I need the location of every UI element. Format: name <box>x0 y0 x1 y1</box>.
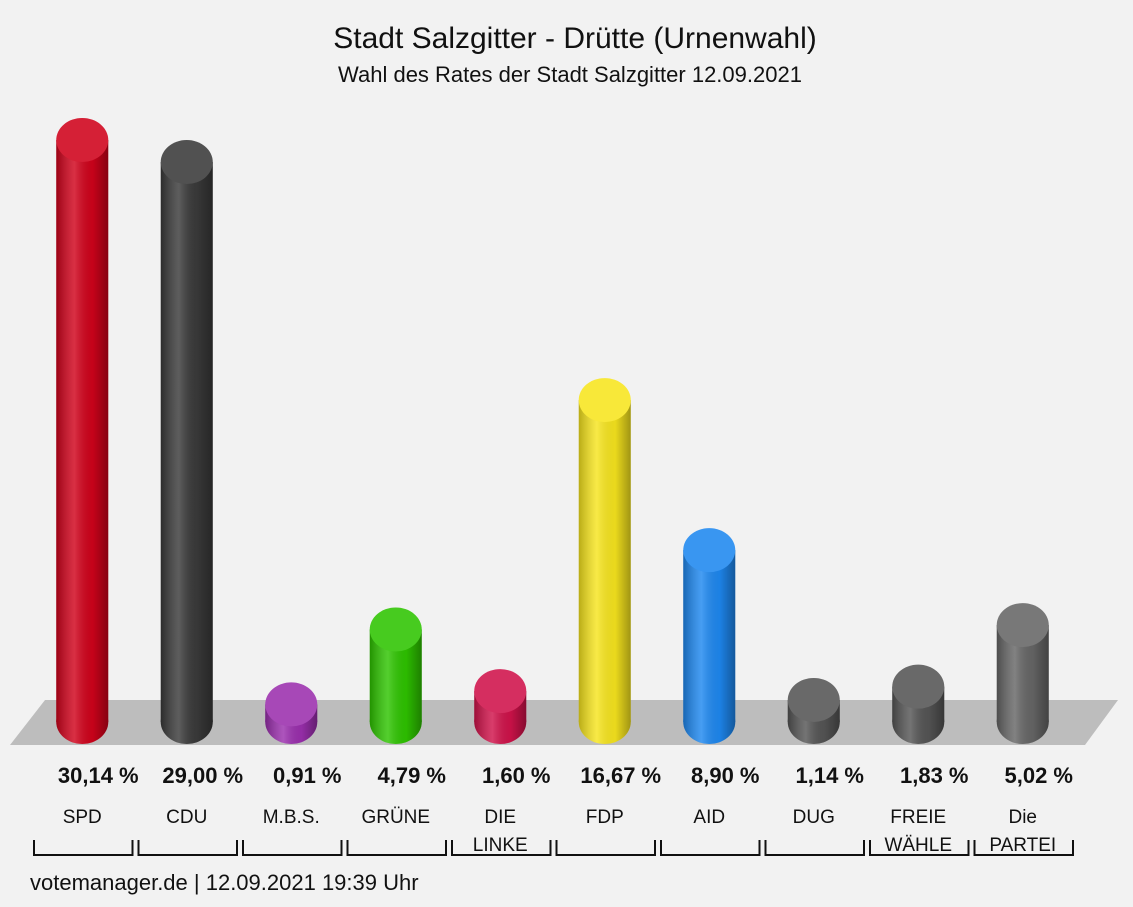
bar-top-shade <box>578 378 631 423</box>
bar <box>578 378 631 744</box>
bar-body-shade <box>683 550 736 722</box>
bar <box>56 118 109 744</box>
bar <box>996 603 1049 744</box>
bar-top <box>578 378 631 423</box>
category-bracket <box>869 840 970 856</box>
chart-subtitle: Wahl des Rates der Stadt Salzgitter 12.0… <box>338 62 802 87</box>
category-bracket <box>242 840 343 856</box>
category-bracket <box>660 840 761 856</box>
bar-top-shade <box>56 118 109 162</box>
x-tick-label: GRÜNE <box>361 807 430 828</box>
bar-top <box>996 603 1049 648</box>
footer: votemanager.de | 12.09.2021 19:39 Uhr <box>30 870 419 895</box>
x-tick-label: AID <box>693 807 725 828</box>
value-label: 0,91 % <box>273 763 342 788</box>
bar-top <box>160 140 213 185</box>
bar-body-shade <box>160 162 213 722</box>
x-tick-label: FDP <box>586 807 624 828</box>
chart-title: Stadt Salzgitter - Drütte (Urnenwahl) <box>333 22 817 55</box>
value-label: 30,14 % <box>58 763 139 788</box>
x-tick-label: M.B.S. <box>263 807 320 828</box>
category-bracket <box>33 840 134 856</box>
bar-top <box>369 607 422 652</box>
value-label: 16,67 % <box>580 763 661 788</box>
bar-top-shade <box>474 669 527 714</box>
bar-top-shade <box>892 664 945 709</box>
x-tick-label: SPD <box>63 807 102 828</box>
bar <box>265 682 318 744</box>
category-bracket <box>451 840 552 856</box>
bar-top-shade <box>369 607 422 652</box>
bar-top-shade <box>996 603 1049 648</box>
bar-top-shade <box>683 528 736 573</box>
bar-top <box>683 528 736 573</box>
category-bracket <box>346 840 447 856</box>
bar-top <box>265 682 318 727</box>
bar-top-shade <box>160 140 213 185</box>
category-bracket <box>973 840 1074 856</box>
category-bracket <box>764 840 865 856</box>
bar-top-shade <box>787 677 840 722</box>
value-label: 1,60 % <box>482 763 551 788</box>
x-tick-label: Die PARTEI <box>989 807 1056 856</box>
value-label: 1,14 % <box>796 763 865 788</box>
value-label: 1,83 % <box>900 763 969 788</box>
bar-top-shade <box>265 682 318 727</box>
x-tick-label: CDU <box>166 807 207 828</box>
bar-top <box>892 664 945 709</box>
bar <box>892 664 945 744</box>
value-label: 4,79 % <box>378 763 447 788</box>
category-bracket <box>555 840 656 856</box>
value-label: 29,00 % <box>162 763 243 788</box>
bar-body-shade <box>56 140 109 722</box>
value-label: 5,02 % <box>1005 763 1074 788</box>
bar <box>787 677 840 744</box>
bar-top <box>787 677 840 722</box>
bar <box>474 669 527 744</box>
bar <box>160 140 213 744</box>
x-tick-label: DIE LINKE <box>473 807 528 856</box>
bar-top <box>474 669 527 714</box>
bar-body-shade <box>578 400 631 722</box>
x-tick-label: FREIE WÄHLE <box>884 807 952 856</box>
category-bracket <box>137 840 238 856</box>
bar-top <box>56 118 109 162</box>
value-label: 8,90 % <box>691 763 760 788</box>
bar <box>369 607 422 744</box>
bar <box>683 528 736 744</box>
x-tick-label: DUG <box>793 807 835 828</box>
